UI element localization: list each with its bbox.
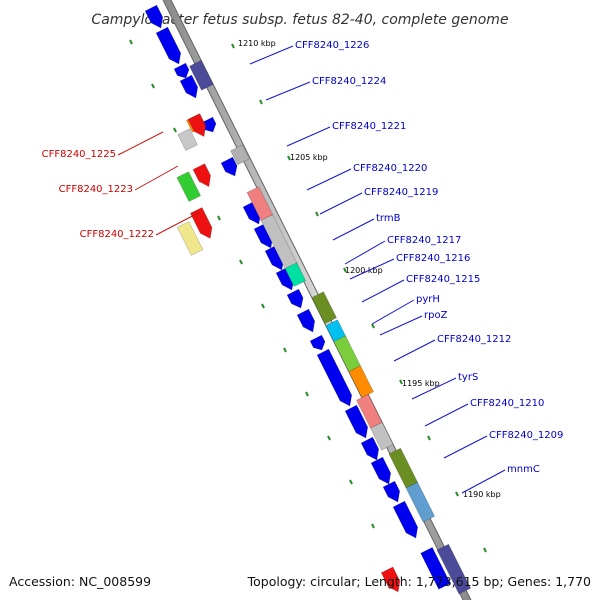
gene-feature [311, 291, 337, 325]
gene-label: CFF8240_1225 [42, 149, 116, 160]
guide-dot [283, 347, 287, 353]
forward-gene-arrow [173, 62, 190, 79]
gene-feature [176, 171, 202, 202]
gene-feature [230, 144, 250, 166]
gene-feature [177, 128, 198, 152]
forward-gene-arrow [392, 500, 419, 539]
gene-label: CFF8240_1222 [80, 229, 154, 240]
gene-feature [370, 421, 394, 451]
reverse-gene-feature [420, 546, 451, 590]
forward-gene-arrow [316, 348, 353, 407]
gene-label: pyrH [416, 294, 440, 305]
reverse-gene-feature [189, 59, 214, 91]
forward-gene-arrow [370, 456, 392, 485]
gene-labels-right: CFF8240_1226 CFF8240_1224 CFF8240_1221 C… [295, 40, 563, 475]
gene-label: CFF8240_1215 [406, 274, 480, 285]
gene-labels-left: CFF8240_1225 CFF8240_1223 CFF8240_1222 [42, 149, 154, 240]
gene-label: mnmC [507, 464, 540, 475]
gene-feature [176, 221, 204, 256]
gene-label: CFF8240_1212 [437, 334, 511, 345]
tick-label: 1200 kbp [345, 266, 383, 275]
gene-label: CFF8240_1226 [295, 40, 369, 51]
gene-feature [192, 163, 211, 188]
gene-label: trmB [376, 213, 401, 224]
topology-text: Topology: circular; Length: 1,773,615 bp… [247, 574, 591, 589]
guide-dot [371, 323, 375, 329]
gene-features [144, 4, 472, 595]
guide-dot [483, 547, 487, 553]
guide-dot [349, 479, 353, 485]
gene-label: CFF8240_1216 [396, 253, 470, 264]
guide-dot [455, 491, 459, 497]
gene-feature [380, 566, 401, 593]
gene-feature [405, 481, 436, 523]
forward-gene-arrow [144, 4, 164, 29]
guide-dot [261, 303, 265, 309]
reverse-gene-feature [436, 543, 472, 595]
tick-label: 1210 kbp [238, 39, 276, 48]
guide-dot [231, 43, 235, 49]
gene-label: tyrS [458, 372, 478, 383]
guide-dot [239, 259, 243, 265]
gene-label: CFF8240_1210 [470, 398, 544, 409]
map-title: Campylobacter fetus subsp. fetus 82-40, … [91, 12, 508, 28]
guide-dot [427, 435, 431, 441]
forward-gene-arrow [344, 404, 369, 439]
gene-label: CFF8240_1223 [59, 184, 133, 195]
coordinate-ticks: 1210 kbp 1205 kbp 1200 kbp 1195 kbp 1190… [238, 39, 501, 499]
guide-dot [151, 83, 155, 89]
tick-label: 1195 kbp [402, 379, 440, 388]
forward-gene-arrow [296, 308, 316, 333]
forward-gene-arrow [360, 436, 380, 461]
guide-dot [287, 155, 291, 161]
tick-label: 1205 kbp [290, 153, 328, 162]
forward-gene-arrow [382, 480, 401, 503]
gene-label: CFF8240_1224 [312, 76, 386, 87]
tick-label: 1190 kbp [463, 490, 501, 499]
gene-feature [246, 186, 274, 221]
gene-label: rpoZ [424, 310, 448, 321]
gene-label: CFF8240_1220 [353, 163, 427, 174]
gene-feature [189, 207, 213, 239]
gene-label: CFF8240_1221 [332, 121, 406, 132]
guide-dot [399, 379, 403, 385]
gene-label: CFF8240_1209 [489, 430, 563, 441]
accession-text: Accession: NC_008599 [9, 574, 151, 589]
forward-gene-arrow [155, 26, 182, 65]
forward-gene-arrow [179, 74, 199, 99]
guide-dot [217, 215, 221, 221]
gene-feature [284, 262, 307, 287]
gene-feature [348, 365, 374, 399]
guide-dot [259, 99, 263, 105]
guide-dot [343, 267, 347, 273]
gene-feature [187, 113, 207, 137]
guide-dot [315, 211, 319, 217]
guide-dot [371, 523, 375, 529]
forward-gene-arrow [286, 288, 304, 309]
gene-feature [333, 335, 361, 373]
label-leaders [117, 45, 506, 494]
guide-dot [173, 127, 177, 133]
guide-dot [129, 39, 133, 45]
guide-dot [327, 435, 331, 441]
gene-feature [356, 393, 383, 429]
guide-dot [305, 391, 309, 397]
gene-label: CFF8240_1219 [364, 187, 438, 198]
forward-gene-arrow [309, 334, 326, 351]
gene-label: CFF8240_1217 [387, 235, 461, 246]
forward-gene-arrow [220, 156, 238, 177]
